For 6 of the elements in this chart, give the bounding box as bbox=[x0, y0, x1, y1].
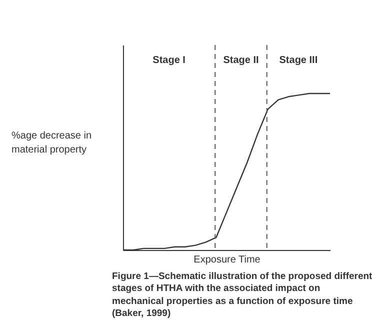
text: Stage III bbox=[279, 55, 318, 66]
text: Stage I bbox=[152, 55, 186, 66]
x-axis-title: Exposure Time bbox=[194, 254, 261, 266]
text: Stage II bbox=[223, 55, 259, 66]
y-axis-title: %age decrease in material property bbox=[12, 130, 92, 156]
caption: Figure 1—Schematic illustration of the proposed different stages of HTHA with the associated impact on mechanical properties as a function of exposure time (Baker, 1999) bbox=[112, 271, 374, 320]
